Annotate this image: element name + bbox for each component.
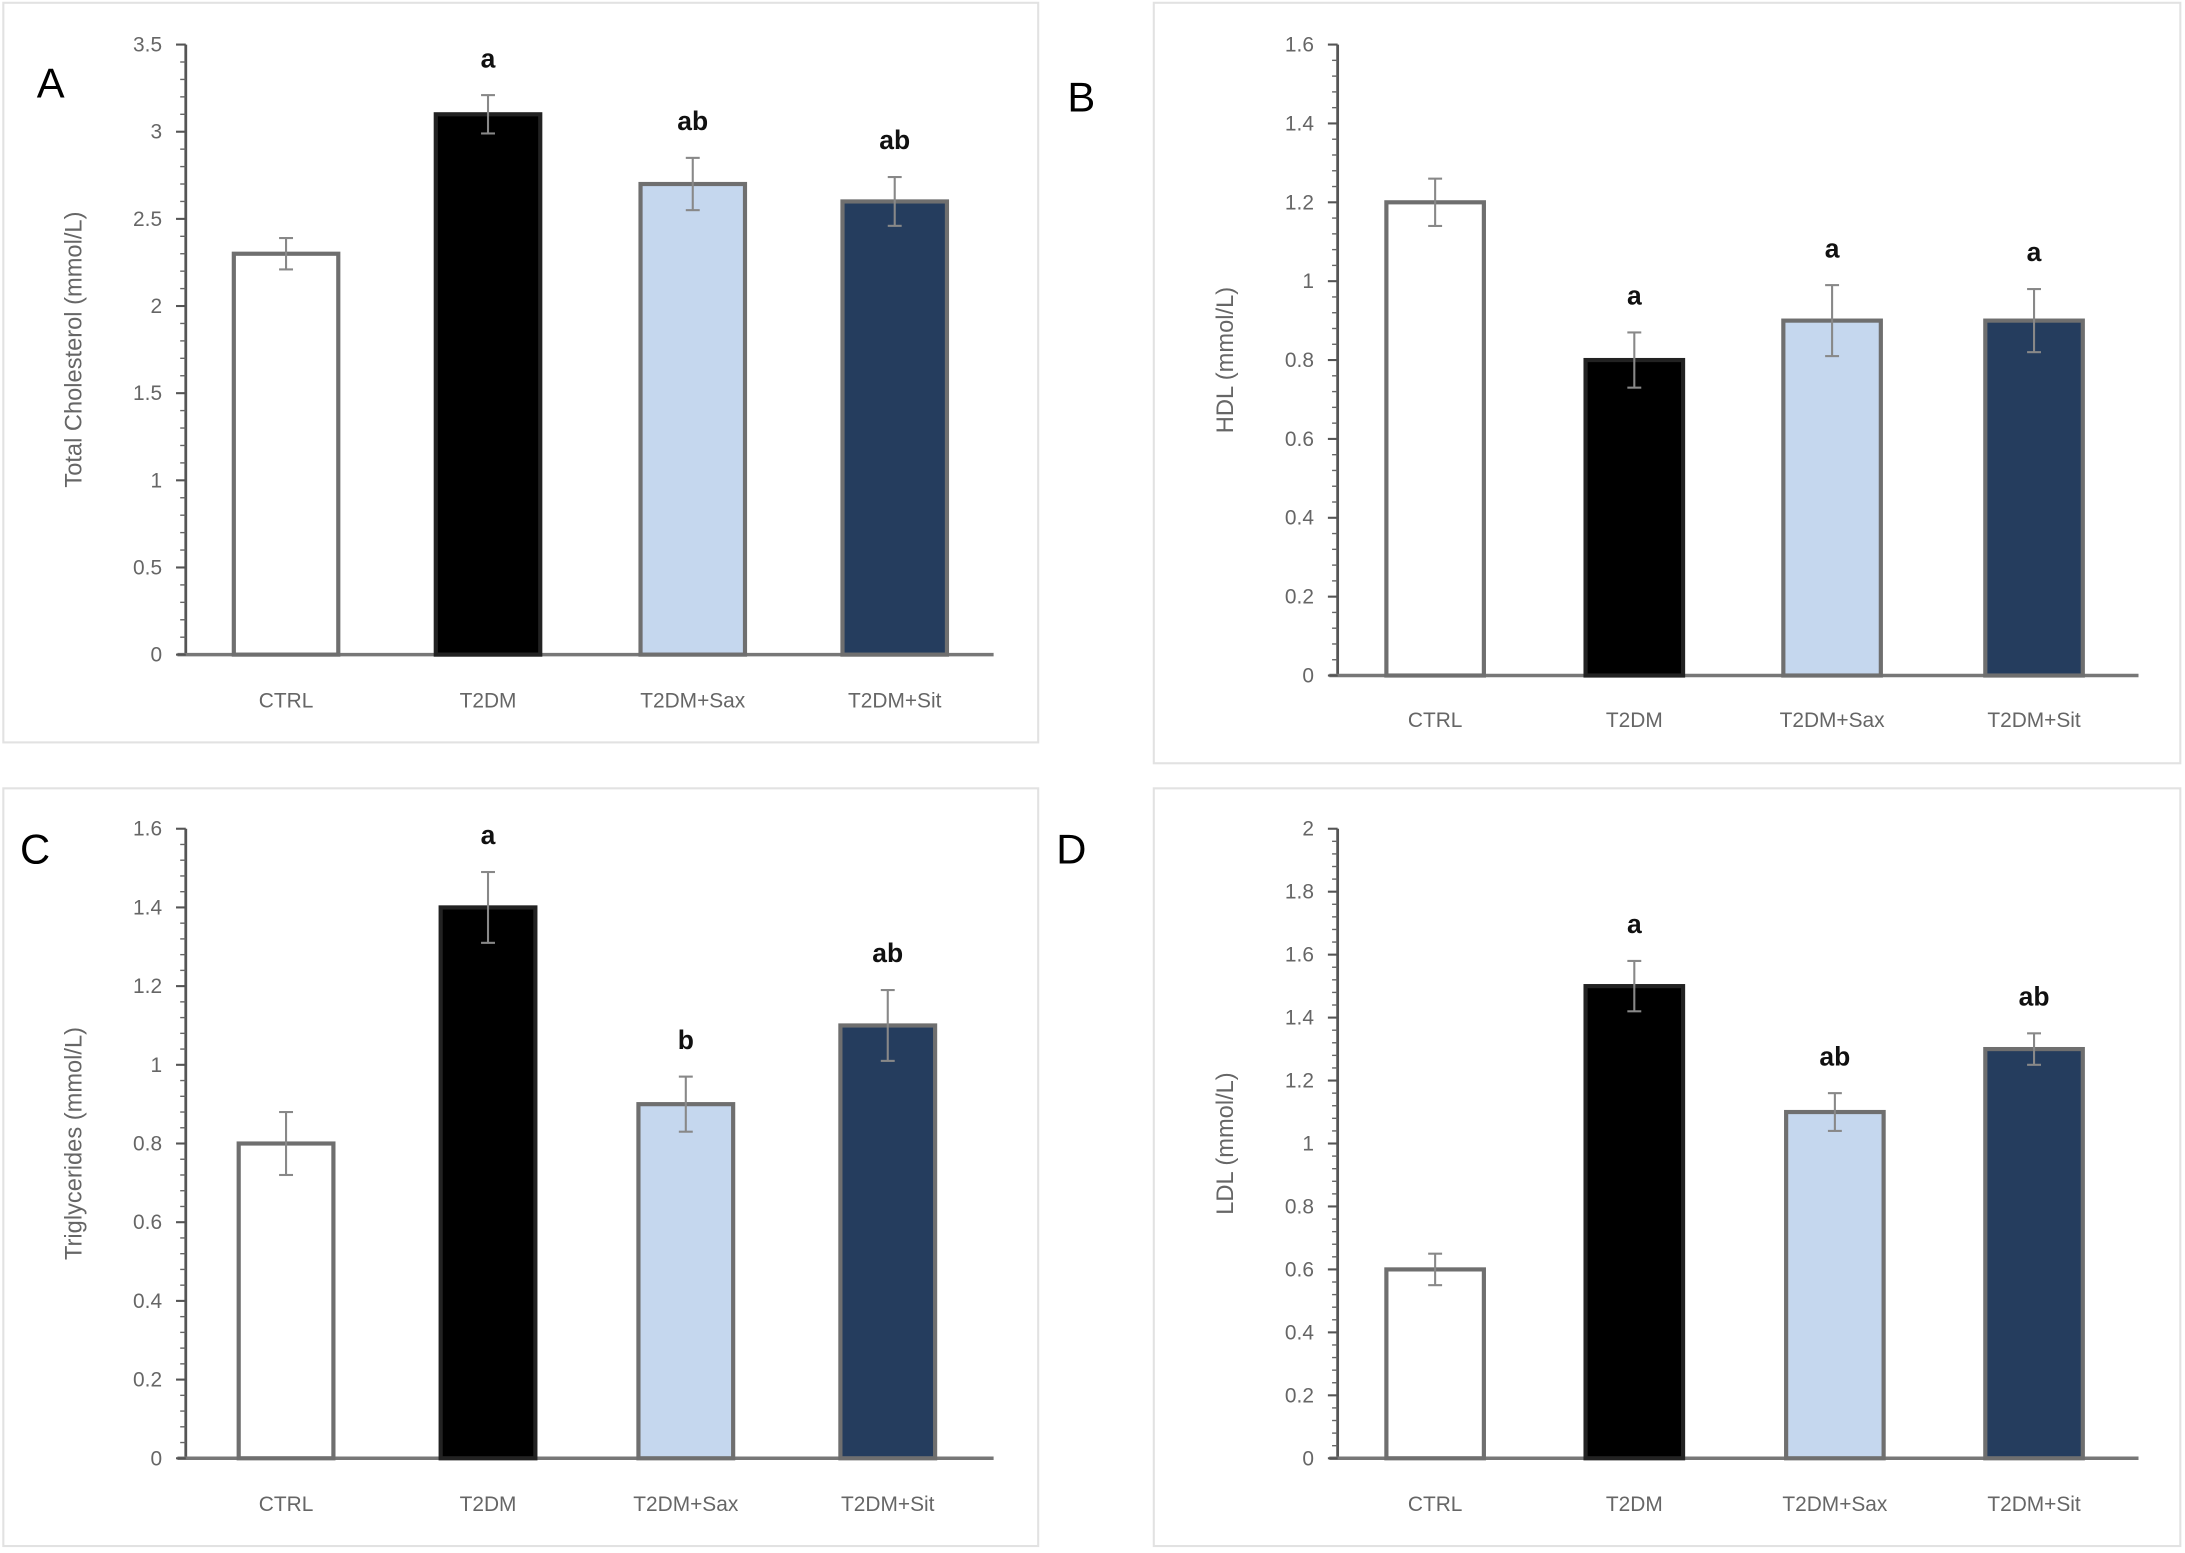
chart-panel-a: A 0 0.5 1 1.5 2 2.5 3 3.5 Total Cholesterol (mmol… bbox=[2, 1, 1040, 744]
significance-label: ab bbox=[1819, 1041, 1850, 1071]
bar-t2dm bbox=[1583, 357, 1686, 678]
y-tick-label: 1.2 bbox=[1285, 1070, 1314, 1093]
bar-t2dm bbox=[438, 905, 538, 1461]
y-tick-label: 0.8 bbox=[133, 1132, 162, 1155]
y-tick-label: 0.4 bbox=[133, 1290, 162, 1313]
y-tick-label: 0 bbox=[150, 1447, 162, 1470]
y-tick-label: 0.8 bbox=[1285, 349, 1314, 372]
y-tick-label: 1 bbox=[1302, 270, 1314, 293]
chart-panel-b: B 0 0.2 0.4 0.6 0.8 1 1.2 1.4 1.6 HDL (mmol/L) CTRL… bbox=[1067, 1, 2182, 765]
y-axis-label: Total Cholesterol (mmol/L) bbox=[61, 212, 87, 488]
y-tick-label: 1.5 bbox=[133, 382, 162, 405]
y-tick-label: 0.2 bbox=[1285, 586, 1314, 609]
y-tick-label: 3.5 bbox=[133, 34, 162, 57]
bar-t2dm-sax bbox=[1784, 1109, 1886, 1461]
x-tick-label: T2DM+Sit bbox=[841, 1493, 935, 1516]
y-tick-label: 0.5 bbox=[133, 556, 162, 579]
significance-label: ab bbox=[677, 106, 708, 136]
y-tick-label: 1 bbox=[1302, 1132, 1314, 1155]
y-tick-label: 1.6 bbox=[1285, 944, 1314, 967]
significance-label: ab bbox=[2019, 981, 2050, 1011]
x-tick-label: T2DM+Sax bbox=[1782, 1493, 1888, 1516]
y-tick-label: 0.2 bbox=[1285, 1384, 1314, 1407]
significance-label: a bbox=[481, 820, 496, 850]
panel-letter: B bbox=[1067, 73, 1095, 120]
y-tick-label: 2 bbox=[1302, 818, 1314, 841]
significance-label: a bbox=[1627, 281, 1642, 311]
bar-t2dm bbox=[1583, 984, 1686, 1461]
y-tick-label: 2.5 bbox=[133, 208, 162, 231]
significance-label: a bbox=[1627, 909, 1642, 939]
bar-t2dm-sax bbox=[1781, 318, 1883, 678]
x-tick-label: T2DM+Sit bbox=[848, 690, 942, 713]
x-tick-label: CTRL bbox=[1408, 1493, 1463, 1516]
panel-letter: D bbox=[1056, 826, 1086, 873]
y-tick-label: 0 bbox=[150, 644, 162, 667]
bar-ctrl bbox=[231, 251, 341, 657]
panel-letter: A bbox=[37, 59, 65, 106]
bar-ctrl bbox=[1384, 200, 1486, 678]
x-tick-label: T2DM+Sax bbox=[633, 1493, 739, 1516]
chart-panel-d: D 0 0.2 0.4 0.6 0.8 1 1.2 1.4 1.6 1.8 2 LDL (mmol/L)… bbox=[1056, 787, 2182, 1548]
bar-t2dm-sit bbox=[840, 199, 950, 657]
y-tick-label: 1.8 bbox=[1285, 881, 1314, 904]
y-tick-label: 1.4 bbox=[1285, 112, 1314, 135]
y-axis-label: LDL (mmol/L) bbox=[1213, 1072, 1239, 1214]
y-tick-label: 0.6 bbox=[1285, 1258, 1314, 1281]
y-tick-label: 1.4 bbox=[133, 896, 162, 919]
y-tick-label: 0.8 bbox=[1285, 1195, 1314, 1218]
significance-label: a bbox=[481, 43, 496, 73]
y-tick-label: 1 bbox=[150, 469, 162, 492]
bar-ctrl bbox=[1384, 1267, 1486, 1461]
x-tick-label: T2DM bbox=[1606, 709, 1663, 732]
y-axis-label: Triglycerides (mmol/L) bbox=[61, 1027, 87, 1260]
y-tick-label: 1.4 bbox=[1285, 1007, 1314, 1030]
x-tick-label: T2DM bbox=[460, 690, 517, 713]
y-tick-label: 1.6 bbox=[133, 818, 162, 841]
y-tick-label: 0.4 bbox=[1285, 507, 1314, 530]
bar-t2dm bbox=[433, 112, 543, 657]
chart-panel-c: C 0 0.2 0.4 0.6 0.8 1 1.2 1.4 1.6 Triglycerides (m… bbox=[2, 787, 1040, 1548]
y-axis-label: HDL (mmol/L) bbox=[1213, 287, 1239, 433]
x-tick-label: T2DM+Sit bbox=[1987, 1493, 2081, 1516]
y-tick-label: 1.6 bbox=[1285, 34, 1314, 57]
y-tick-label: 0.2 bbox=[133, 1369, 162, 1392]
y-tick-label: 0.4 bbox=[1285, 1321, 1314, 1344]
bar-t2dm-sax bbox=[636, 1102, 736, 1461]
y-tick-label: 3 bbox=[150, 121, 162, 144]
x-tick-label: CTRL bbox=[1408, 709, 1463, 732]
significance-label: a bbox=[1825, 233, 1840, 263]
significance-label: ab bbox=[872, 938, 903, 968]
y-tick-label: 0 bbox=[1302, 1447, 1314, 1470]
bar-t2dm-sit bbox=[1983, 318, 2085, 678]
bar-ctrl bbox=[236, 1141, 336, 1461]
x-tick-label: T2DM+Sit bbox=[1987, 709, 2081, 732]
y-tick-label: 0.6 bbox=[133, 1211, 162, 1234]
y-tick-label: 1.2 bbox=[1285, 191, 1314, 214]
significance-label: ab bbox=[879, 125, 910, 155]
y-tick-label: 1 bbox=[150, 1054, 162, 1077]
x-tick-label: T2DM+Sax bbox=[640, 690, 746, 713]
x-tick-label: CTRL bbox=[259, 690, 314, 713]
x-tick-label: T2DM bbox=[460, 1493, 517, 1516]
y-tick-label: 1.2 bbox=[133, 975, 162, 998]
x-tick-label: T2DM+Sax bbox=[1780, 709, 1886, 732]
panel-letter: C bbox=[20, 826, 50, 873]
bar-t2dm-sit bbox=[838, 1023, 938, 1461]
bar-t2dm-sax bbox=[638, 181, 748, 657]
y-tick-label: 0.6 bbox=[1285, 428, 1314, 451]
x-tick-label: T2DM bbox=[1606, 1493, 1663, 1516]
x-tick-label: CTRL bbox=[259, 1493, 314, 1516]
y-tick-label: 0 bbox=[1302, 664, 1314, 687]
y-tick-label: 2 bbox=[150, 295, 162, 318]
significance-label: b bbox=[678, 1025, 694, 1055]
bar-t2dm-sit bbox=[1983, 1046, 2085, 1461]
significance-label: a bbox=[2027, 237, 2042, 267]
